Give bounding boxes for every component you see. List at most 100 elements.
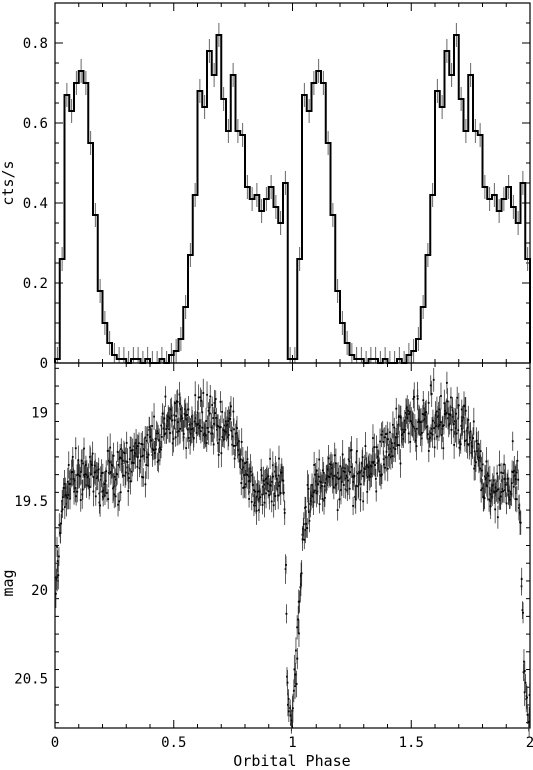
data-point bbox=[398, 444, 401, 447]
data-point bbox=[389, 431, 391, 434]
data-point bbox=[220, 452, 223, 455]
data-point bbox=[359, 483, 362, 486]
data-point bbox=[225, 431, 228, 433]
data-point bbox=[108, 461, 111, 464]
data-point bbox=[255, 504, 257, 507]
data-point bbox=[79, 475, 82, 478]
data-point bbox=[503, 478, 506, 480]
data-point bbox=[181, 417, 184, 420]
data-point bbox=[60, 510, 63, 513]
data-point bbox=[273, 492, 276, 495]
data-point bbox=[274, 495, 277, 497]
data-point bbox=[180, 415, 183, 418]
data-point bbox=[430, 393, 433, 395]
data-point bbox=[448, 413, 450, 416]
data-point bbox=[113, 493, 116, 496]
data-point bbox=[361, 456, 364, 459]
data-point bbox=[472, 420, 475, 423]
data-point bbox=[63, 506, 66, 508]
y-tick-label: 19 bbox=[31, 406, 48, 422]
data-point bbox=[366, 476, 369, 478]
data-point bbox=[395, 407, 398, 410]
data-point bbox=[358, 471, 361, 474]
data-point bbox=[511, 482, 513, 485]
data-point bbox=[90, 473, 92, 476]
data-point bbox=[173, 419, 176, 422]
data-point bbox=[330, 463, 332, 466]
data-point bbox=[166, 419, 169, 422]
data-point bbox=[303, 538, 306, 541]
data-point bbox=[229, 417, 232, 420]
data-point bbox=[484, 478, 487, 481]
data-point bbox=[313, 464, 316, 466]
data-point bbox=[389, 456, 392, 459]
data-point bbox=[141, 475, 143, 478]
y-tick-label: 0.2 bbox=[23, 276, 48, 292]
data-point bbox=[116, 473, 119, 476]
data-point bbox=[261, 493, 264, 496]
data-point bbox=[393, 426, 396, 429]
data-point bbox=[99, 504, 101, 507]
data-point bbox=[406, 406, 409, 409]
data-point bbox=[260, 468, 263, 471]
data-point bbox=[91, 452, 94, 455]
data-point bbox=[350, 449, 353, 451]
data-point bbox=[114, 495, 117, 498]
data-point bbox=[185, 418, 188, 421]
data-point bbox=[384, 433, 387, 436]
data-point bbox=[348, 487, 351, 490]
data-point bbox=[124, 471, 127, 474]
data-point bbox=[331, 477, 334, 480]
data-point bbox=[426, 425, 429, 428]
data-point bbox=[146, 456, 149, 459]
data-point bbox=[73, 479, 76, 482]
data-point bbox=[457, 404, 460, 407]
data-point bbox=[301, 538, 304, 541]
data-point bbox=[432, 419, 434, 422]
top-panel-error-bars bbox=[56, 23, 529, 363]
y-tick-label: 0.8 bbox=[23, 36, 48, 52]
data-point bbox=[451, 409, 454, 412]
data-point bbox=[294, 685, 296, 687]
data-point bbox=[258, 509, 260, 511]
data-point bbox=[187, 437, 190, 439]
data-point bbox=[71, 470, 74, 473]
data-point bbox=[362, 475, 365, 478]
data-point bbox=[505, 502, 508, 505]
data-point bbox=[461, 419, 464, 422]
data-point bbox=[492, 483, 494, 486]
data-point bbox=[323, 499, 325, 502]
data-point bbox=[487, 474, 490, 477]
data-point bbox=[440, 395, 442, 397]
data-point bbox=[241, 459, 244, 462]
x-tick-label: 0 bbox=[51, 735, 59, 751]
x-tick-labels: 0 0.5 1 1.5 2 bbox=[51, 735, 533, 751]
data-point bbox=[143, 449, 146, 452]
data-point bbox=[133, 451, 136, 454]
data-point bbox=[399, 416, 402, 419]
data-point bbox=[249, 467, 252, 470]
data-point bbox=[320, 481, 322, 484]
data-point bbox=[400, 428, 403, 431]
data-point bbox=[227, 434, 230, 436]
data-point bbox=[102, 489, 105, 492]
data-point bbox=[495, 490, 498, 492]
data-point bbox=[387, 438, 389, 441]
data-point bbox=[130, 449, 133, 452]
data-point bbox=[485, 477, 488, 480]
data-point bbox=[159, 446, 162, 449]
data-point bbox=[287, 703, 289, 706]
data-point bbox=[528, 720, 531, 723]
data-point bbox=[360, 469, 363, 472]
data-point bbox=[341, 480, 343, 483]
y-tick-label: 20 bbox=[31, 583, 48, 599]
data-point bbox=[93, 476, 95, 478]
data-point bbox=[463, 430, 466, 433]
data-point bbox=[399, 462, 402, 465]
data-point bbox=[209, 395, 212, 398]
data-point bbox=[304, 506, 307, 508]
data-point bbox=[342, 484, 345, 486]
data-point bbox=[494, 491, 497, 494]
data-point bbox=[135, 442, 137, 445]
data-point bbox=[93, 471, 96, 474]
